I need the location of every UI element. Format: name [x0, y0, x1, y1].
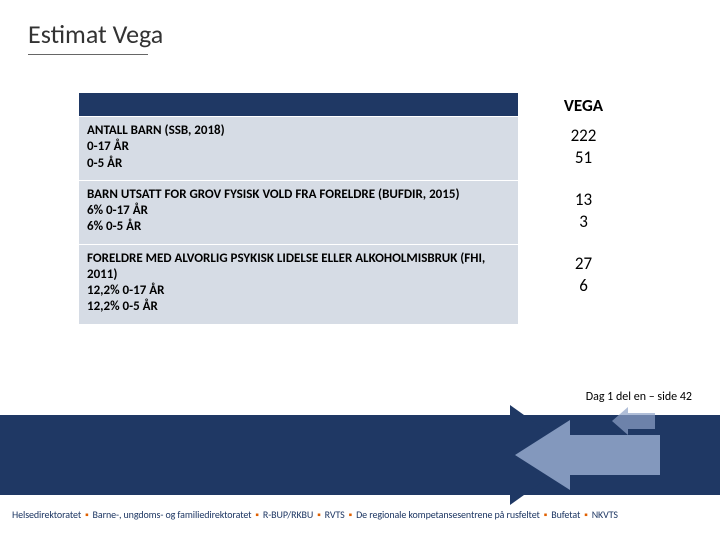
footer-separator-icon: ▪ [345, 508, 356, 521]
table-row-label: FORELDRE MED ALVORLIG PSYKISK LIDELSE EL… [79, 244, 519, 324]
table-row-values: 133 [519, 180, 649, 244]
data-table: VEGA ANTALL BARN (SSB, 2018)0-17 ÅR0-5 Å… [78, 92, 649, 325]
footer-org: RVTS [325, 508, 345, 521]
table-header-blank [79, 93, 519, 117]
table-row-label: ANTALL BARN (SSB, 2018)0-17 ÅR0-5 ÅR [79, 117, 519, 181]
footer-org: NKVTS [592, 508, 618, 521]
table-header-row: VEGA [79, 93, 649, 117]
table-row: BARN UTSATT FOR GROV FYSISK VOLD FRA FOR… [79, 180, 649, 244]
footer-organizations: Helsedirektoratet▪Barne-, ungdoms- og fa… [12, 508, 618, 521]
table-row-values: 276 [519, 244, 649, 324]
table-row-label: BARN UTSATT FOR GROV FYSISK VOLD FRA FOR… [79, 180, 519, 244]
footer-separator-icon: ▪ [81, 508, 92, 521]
table-value: 222 [519, 125, 648, 147]
footer-separator-icon: ▪ [251, 508, 262, 521]
page-title: Estimat Vega [28, 18, 163, 50]
footer-org: R-BUP/RKBU [263, 508, 313, 521]
page-footnote: Dag 1 del en – side 42 [586, 390, 692, 404]
footer-separator-icon: ▪ [540, 508, 551, 521]
title-underline [28, 54, 148, 55]
table-value: 6 [519, 275, 648, 297]
table-value: 27 [519, 253, 648, 275]
table-value: 13 [519, 189, 648, 211]
table-row-values: 22251 [519, 117, 649, 181]
table-row: ANTALL BARN (SSB, 2018)0-17 ÅR0-5 ÅR2225… [79, 117, 649, 181]
footer-org: Helsedirektoratet [12, 508, 81, 521]
footer-org: Barne-, ungdoms- og familiedirektoratet [93, 508, 252, 521]
footer-org: Bufetat [551, 508, 580, 521]
table-header-vega: VEGA [519, 93, 649, 117]
footer-org: De regionale kompetansesentrene på rusfe… [356, 508, 540, 521]
footer-separator-icon: ▪ [580, 508, 591, 521]
table-value: 51 [519, 147, 648, 169]
table-row: FORELDRE MED ALVORLIG PSYKISK LIDELSE EL… [79, 244, 649, 324]
footer-separator-icon: ▪ [313, 508, 324, 521]
table-value: 3 [519, 211, 648, 233]
brand-band [0, 415, 720, 495]
